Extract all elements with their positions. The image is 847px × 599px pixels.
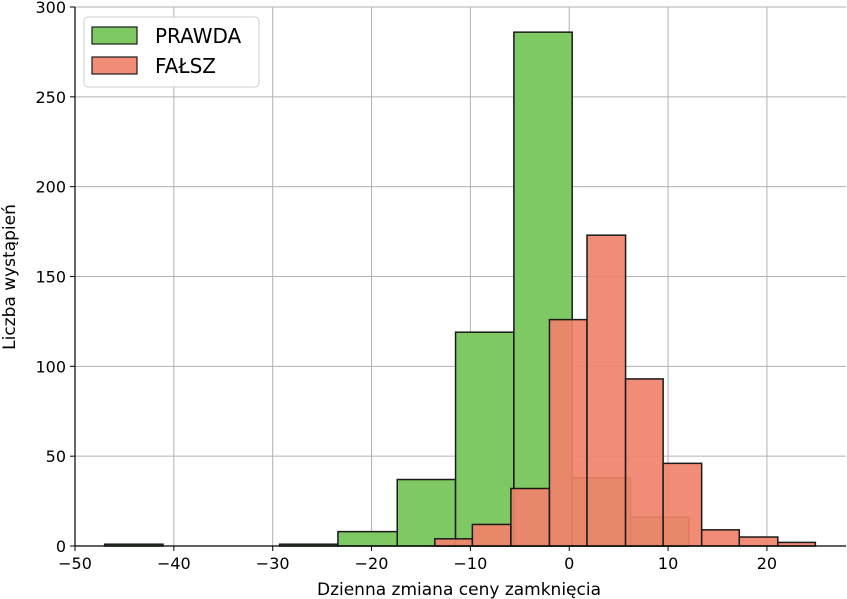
bar-falsz-5: [624, 378, 664, 547]
x-tick-label: −20: [355, 554, 389, 573]
bar-falsz-3: [548, 318, 588, 547]
bar-falsz-8: [738, 536, 779, 547]
y-axis-label: Liczba wystąpień: [0, 204, 20, 350]
x-tick-label: 20: [757, 554, 777, 573]
bar-falsz-6: [662, 462, 703, 547]
legend-label-falsz: FAŁSZ: [155, 54, 216, 78]
x-tick-label: −50: [58, 554, 92, 573]
y-tick-label: 100: [35, 357, 66, 376]
legend: PRAWDA FAŁSZ: [83, 16, 260, 88]
bar-falsz-4: [586, 234, 627, 547]
x-tick-label: 0: [564, 554, 574, 573]
bar-prawda-5: [396, 478, 457, 547]
x-tick-label: 10: [658, 554, 678, 573]
y-tick-label: 150: [35, 268, 66, 287]
x-axis-ticks: −50 −40 −30 −20 −10 0 10 20: [58, 546, 777, 573]
x-tick-label: −30: [256, 554, 290, 573]
legend-swatch-falsz: [91, 56, 138, 75]
y-tick-label: 0: [56, 537, 66, 556]
y-tick-label: 200: [35, 178, 66, 197]
bar-falsz-1: [471, 523, 512, 547]
x-tick-label: −40: [157, 554, 191, 573]
y-tick-label: 50: [46, 447, 66, 466]
x-tick-label: −10: [454, 554, 488, 573]
histogram-bars: [103, 31, 817, 547]
bar-prawda-6: [454, 331, 515, 547]
legend-label-prawda: PRAWDA: [155, 24, 242, 48]
y-axis-ticks: 0 50 100 150 200 250 300: [35, 0, 75, 556]
y-tick-label: 300: [35, 0, 66, 17]
legend-swatch-prawda: [91, 26, 138, 45]
y-tick-label: 250: [35, 88, 66, 107]
x-axis-label: Dzienna zmiana ceny zamknięcia: [317, 580, 601, 599]
bar-prawda-4: [337, 530, 398, 547]
bar-falsz-0: [434, 538, 474, 547]
bar-falsz-2: [510, 487, 551, 547]
bar-falsz-7: [700, 529, 740, 547]
